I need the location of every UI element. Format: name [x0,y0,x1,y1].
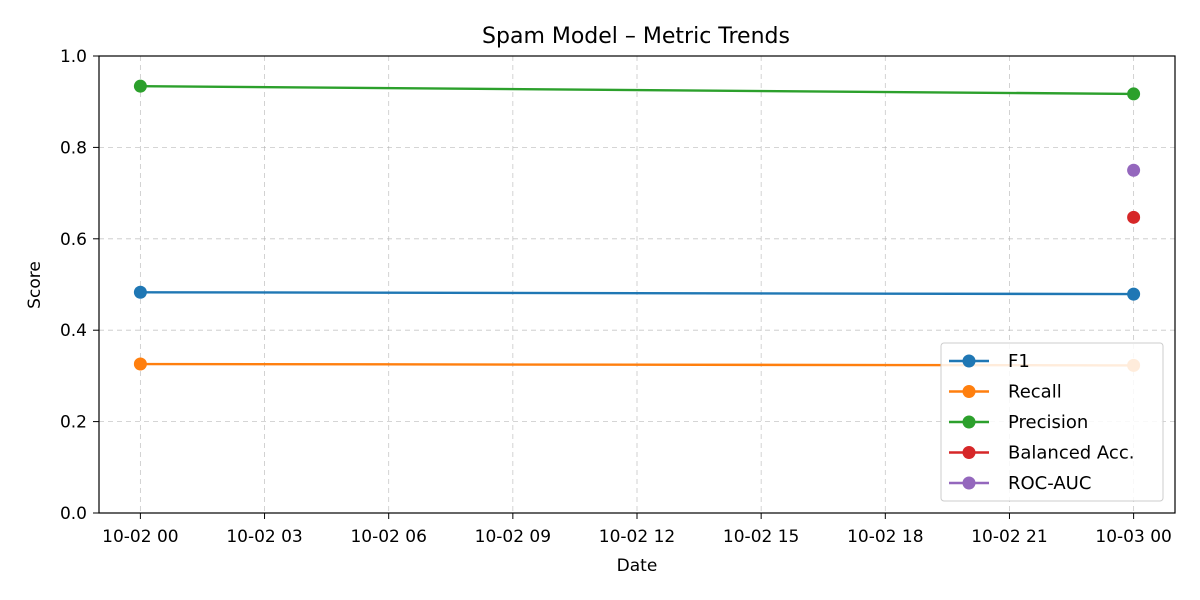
data-point-f1 [1127,287,1141,301]
y-tick-label: 0.4 [60,321,87,341]
y-ticks: 0.0 0.2 0.4 0.6 0.8 1.0 [60,47,99,524]
data-point-balanced-acc [1127,210,1141,224]
legend-label-balanced-acc: Balanced Acc. [1008,443,1134,464]
legend-label-precision: Precision [1008,412,1088,433]
chart-title: Spam Model – Metric Trends [482,24,790,49]
x-tick-label: 10-03 00 [1095,527,1171,547]
y-tick-label: 0.8 [60,138,87,158]
x-tick-label: 10-02 00 [102,527,178,547]
y-axis-label: Score [25,261,45,309]
y-tick-label: 0.2 [60,413,87,433]
grid [99,55,1175,514]
legend: F1 Recall Precision Balanced Acc. ROC-AUC [940,342,1164,502]
data-point-f1 [133,285,147,299]
data-point-precision [1127,87,1141,101]
legend-label-roc-auc: ROC-AUC [1008,473,1091,494]
y-tick-label: 1.0 [60,47,87,67]
legend-marker-precision [962,415,976,429]
data-point-precision [133,79,147,93]
legend-marker-roc-auc [962,476,976,490]
legend-marker-f1 [962,354,976,368]
x-tick-label: 10-02 15 [723,527,799,547]
x-tick-label: 10-02 03 [226,527,302,547]
series-line-precision [140,84,1134,96]
data-point-recall [133,357,147,371]
legend-label-recall: Recall [1008,382,1062,403]
x-tick-label: 10-02 21 [971,527,1047,547]
legend-label-f1: F1 [1008,351,1030,372]
y-tick-label: 0.0 [60,504,87,524]
x-ticks: 10-02 00 10-02 03 10-02 06 10-02 09 10-02 12… [102,513,1172,547]
legend-marker-recall [962,385,976,398]
x-tick-label: 10-02 06 [350,527,426,547]
x-tick-label: 10-02 09 [475,527,551,547]
data-point-roc-auc [1127,163,1141,177]
legend-marker-balanced-acc [962,446,976,459]
y-tick-label: 0.6 [60,230,87,250]
x-tick-label: 10-02 18 [847,527,923,547]
x-axis-label: Date [617,556,658,576]
legend-box [940,342,1164,502]
x-tick-label: 10-02 12 [599,527,675,547]
series-line-f1 [140,291,1134,296]
